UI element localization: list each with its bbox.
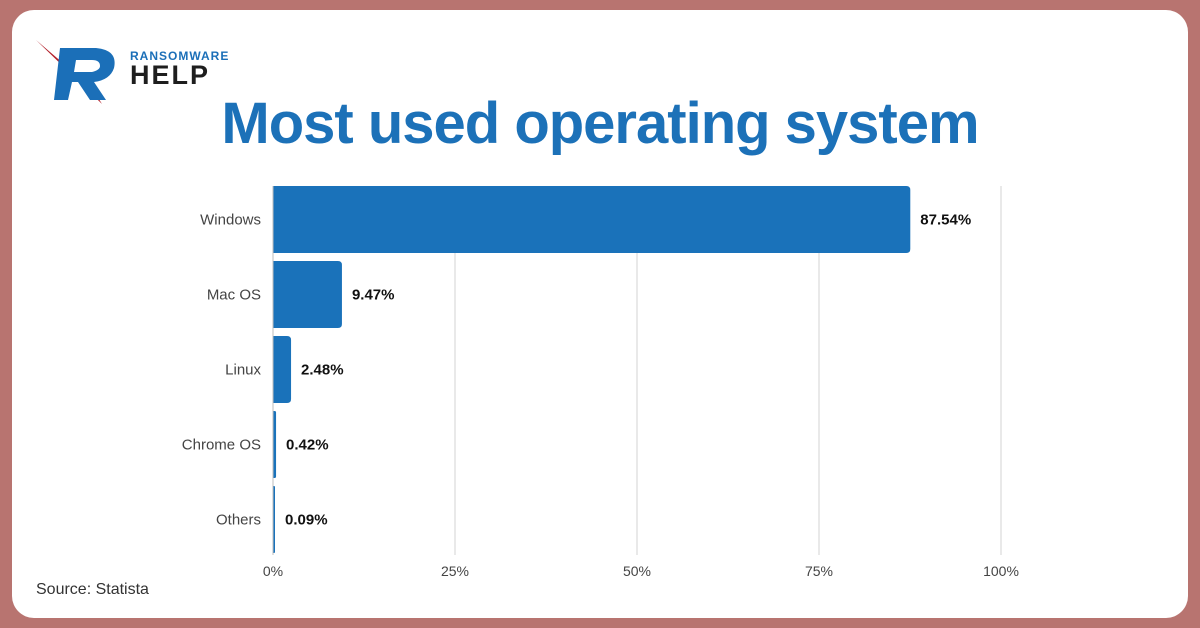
x-tick-label: 0%: [263, 563, 283, 579]
value-label: 87.54%: [920, 212, 971, 229]
bar: [273, 261, 342, 328]
value-label: 9.47%: [352, 287, 395, 304]
logo-main-text: HELP: [130, 60, 211, 90]
category-label: Linux: [225, 362, 261, 379]
category-label: Windows: [200, 212, 261, 229]
chart-title: Most used operating system: [221, 91, 979, 156]
logo-top-text: RANSOMWARE: [130, 49, 230, 63]
value-label: 0.09%: [285, 512, 328, 529]
x-tick-label: 100%: [983, 563, 1019, 579]
category-label: Mac OS: [207, 287, 261, 304]
bar: [273, 186, 911, 253]
logo-r-mark-icon: [36, 40, 115, 104]
chart-card: RANSOMWARE HELP Most used operating syst…: [12, 10, 1188, 618]
category-label: Chrome OS: [182, 437, 261, 454]
bar: [273, 336, 292, 403]
source-note: Source: Statista: [36, 581, 149, 598]
value-label: 2.48%: [301, 362, 344, 379]
value-label: 0.42%: [286, 437, 329, 454]
x-tick-label: 75%: [805, 563, 833, 579]
x-tick-label: 50%: [623, 563, 651, 579]
x-tick-label: 25%: [441, 563, 469, 579]
bar: [273, 411, 277, 478]
bar-chart: 0% 25% 50% 75% 100% Windows 87.54% Mac OS 9.47% L…: [182, 186, 1019, 579]
ransomware-help-logo: RANSOMWARE HELP: [32, 38, 232, 110]
category-label: Others: [216, 512, 261, 529]
